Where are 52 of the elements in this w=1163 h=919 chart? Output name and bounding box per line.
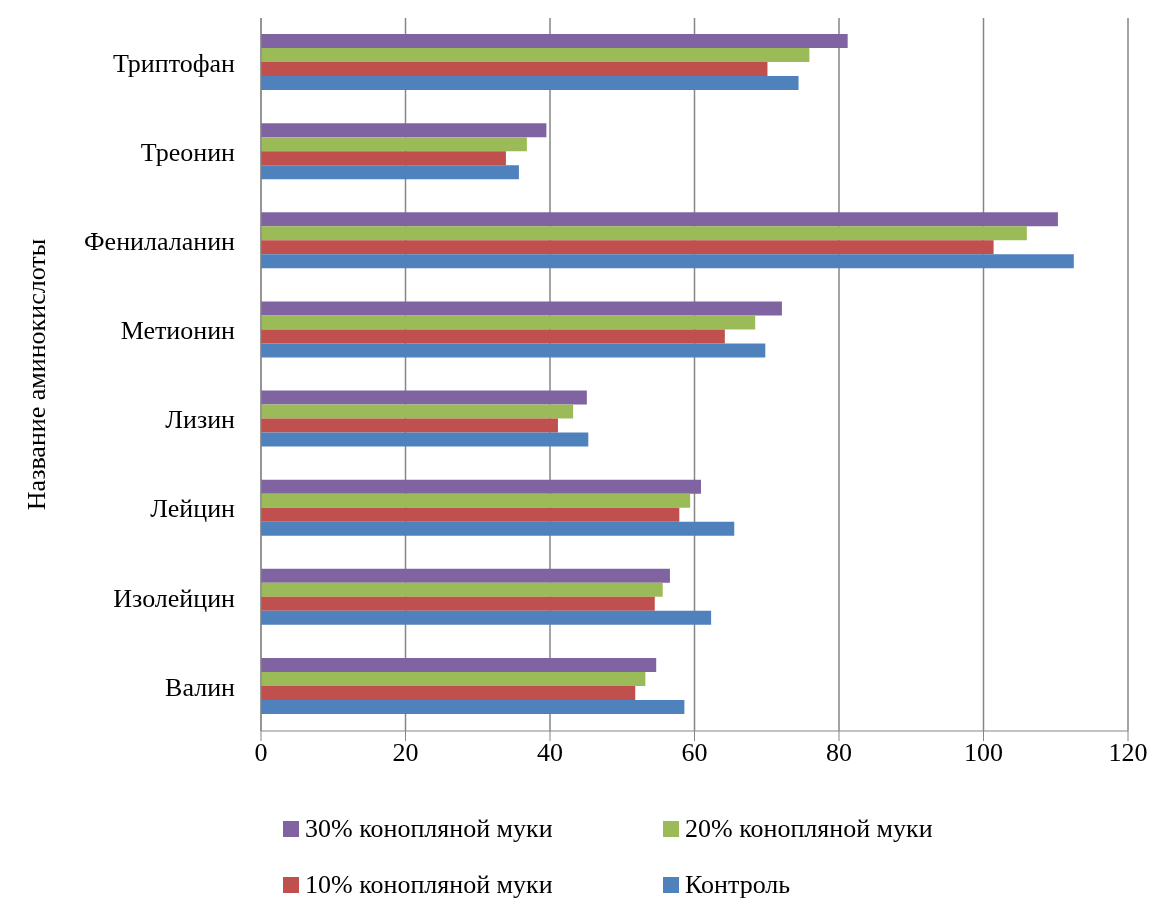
bar bbox=[261, 582, 663, 597]
bar bbox=[261, 48, 810, 63]
y-tick-label: Фенилаланин bbox=[84, 227, 236, 257]
y-tick-label: Лейцин bbox=[150, 494, 236, 524]
bar bbox=[261, 165, 519, 180]
bar bbox=[261, 123, 547, 138]
bar bbox=[261, 315, 756, 330]
bar bbox=[261, 432, 589, 447]
x-tick-label: 80 bbox=[826, 738, 852, 768]
x-tick-label: 40 bbox=[537, 738, 563, 768]
bar bbox=[261, 596, 655, 611]
bar bbox=[261, 76, 799, 91]
bar bbox=[261, 479, 701, 494]
legend-label: Контроль bbox=[685, 869, 791, 901]
y-tick-label: Изолейцин bbox=[113, 583, 236, 613]
bar bbox=[261, 657, 657, 672]
bar bbox=[261, 343, 766, 358]
x-tick-label: 120 bbox=[1108, 738, 1148, 768]
y-tick-label: Валин bbox=[165, 672, 236, 702]
y-tick-label: Метионин bbox=[120, 316, 236, 346]
y-tick-label: Треонин bbox=[140, 137, 236, 167]
legend-label: 10% конопляной муки bbox=[305, 869, 553, 901]
bar bbox=[261, 699, 685, 714]
legend-label: 20% конопляной муки bbox=[685, 813, 933, 845]
y-tick-label: Лизин bbox=[165, 405, 236, 435]
x-tick-label: 20 bbox=[392, 738, 419, 768]
bar bbox=[261, 671, 646, 686]
legend-label: 30% конопляной муки bbox=[305, 813, 553, 845]
bar bbox=[261, 418, 558, 433]
bar bbox=[261, 301, 782, 316]
bar bbox=[261, 390, 587, 405]
bar bbox=[261, 240, 994, 255]
y-axis-title: Название аминокислоты bbox=[22, 238, 52, 511]
bar bbox=[261, 212, 1058, 227]
y-tick-label: Триптофан bbox=[112, 48, 236, 78]
bar bbox=[261, 685, 636, 700]
x-tick-label: 100 bbox=[964, 738, 1003, 768]
bar bbox=[261, 254, 1074, 269]
bar bbox=[261, 568, 670, 583]
bar bbox=[261, 329, 725, 344]
bar bbox=[261, 34, 848, 49]
bar bbox=[261, 521, 735, 536]
bar bbox=[261, 226, 1027, 241]
bar bbox=[261, 62, 768, 77]
bar bbox=[261, 610, 712, 625]
bar bbox=[261, 137, 527, 152]
x-tick-label: 0 bbox=[254, 738, 268, 768]
x-tick-label: 60 bbox=[681, 738, 708, 768]
bar bbox=[261, 507, 680, 522]
bar bbox=[261, 404, 574, 419]
bar bbox=[261, 151, 506, 166]
bar bbox=[261, 493, 691, 508]
